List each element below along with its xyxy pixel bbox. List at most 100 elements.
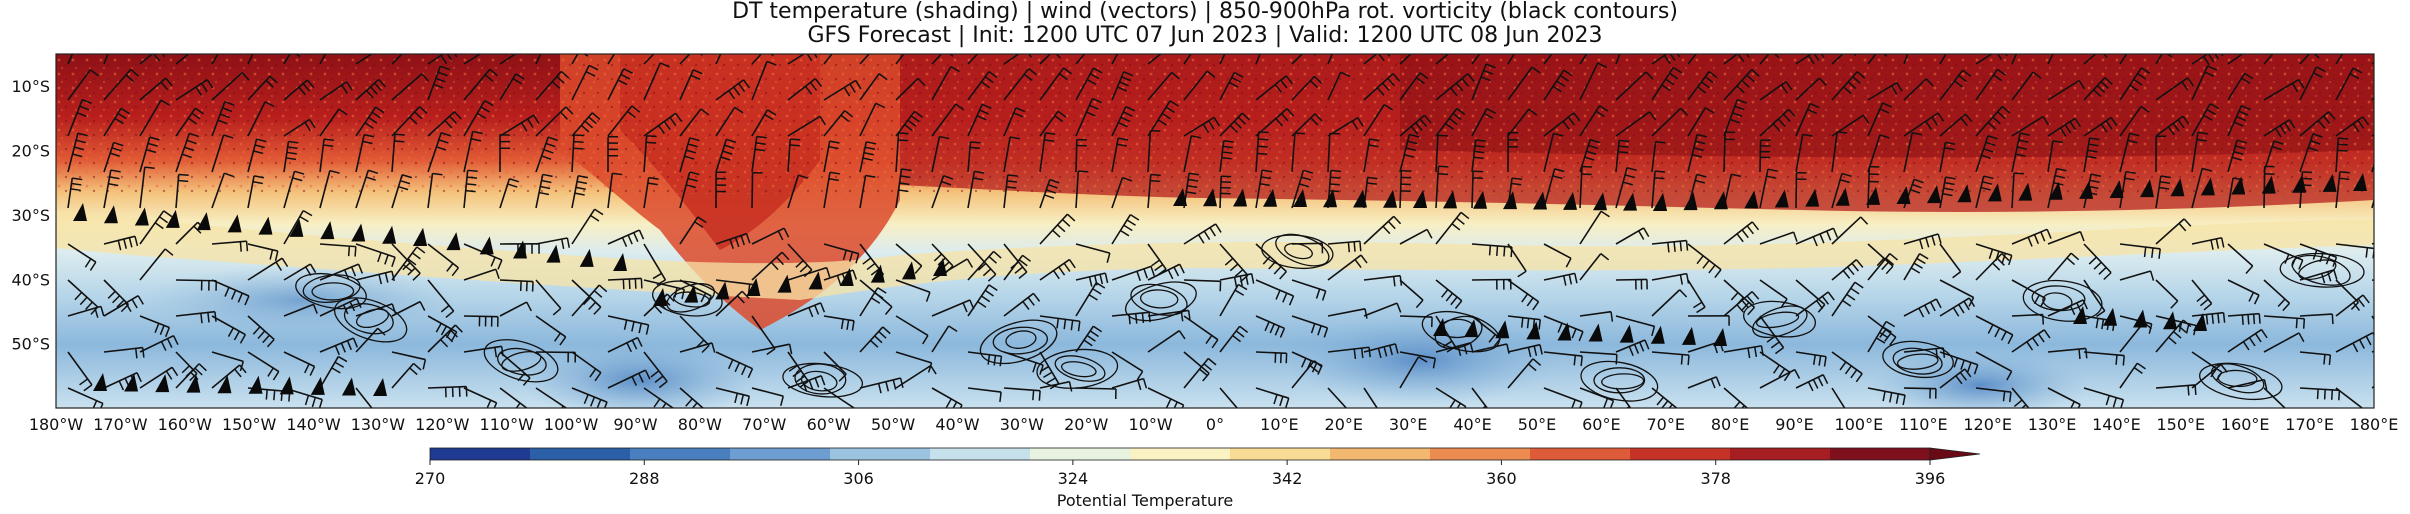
vorticity-contour [2217,369,2258,388]
colorbar-segment [1030,448,1131,460]
front-triangle [1653,193,1667,211]
lon-label: 30°E [1389,415,1427,434]
wind-barb [2155,135,2167,173]
wind-barb [1759,139,1771,173]
lon-label: 170°E [2285,415,2334,434]
wind-barb [1723,99,1747,137]
wind-barb [1867,320,1896,353]
wind-barb [2155,77,2195,101]
colorbar-segment [1830,448,1931,460]
wind-barb [103,107,130,137]
wind-barb [535,237,571,250]
wind-barb [1507,54,1515,65]
wind-barb [2335,137,2349,173]
wind-barb [2371,350,2374,353]
wind-barb [1615,339,1650,357]
wind-barb [571,112,601,137]
vorticity-contour [1593,367,1646,394]
front-triangle [227,214,242,233]
wind-barb [1831,131,1848,173]
wind-barb [1579,387,1615,408]
wind-barb [1291,360,1323,389]
wind-barb [1327,240,1362,253]
front-triangle [1744,190,1759,209]
wind-barb [1003,68,1038,101]
front-triangle [2073,306,2087,324]
wind-barb [679,171,700,209]
wind-barb [355,106,385,137]
wind-barb [571,64,599,101]
wind-barb [1183,279,1222,292]
lon-label: 30°W [1000,415,1044,434]
wind-barb [355,243,396,267]
wind-barb [535,136,558,173]
wind-barb [1939,297,1976,317]
front-triangle [2109,179,2124,198]
wind-barb [1795,77,1827,101]
wind-barb [1975,387,2012,403]
wind-barb [1687,315,1730,326]
vorticity-contour [333,297,408,343]
wind-barb [1219,387,1239,408]
wind-barb [1363,73,1401,101]
wind-barb [1075,67,1103,101]
wind-barb [139,334,179,353]
wind-barb [1759,231,1798,245]
wind-barb [463,268,500,281]
front-triangle [1503,191,1517,210]
front-triangle [901,261,916,280]
vorticity-contour [1896,353,1939,370]
wind-barb [427,172,443,209]
wind-barb [751,109,777,137]
wind-barb [1183,70,1216,101]
wind-barb [2371,161,2374,173]
lon-label: 130°E [2028,415,2077,434]
wind-barb [1219,71,1244,101]
wind-barb [2011,172,2025,209]
wind-barb [1759,368,1801,389]
wind-barb [787,77,823,101]
lon-label: 120°E [1963,415,2012,434]
wind-barb [499,301,533,317]
front-triangle [2200,177,2215,196]
front-triangle [2170,178,2185,197]
wind-barb [967,250,1002,281]
wind-barb [679,387,705,408]
front-triangle [1464,319,1479,338]
lon-label: 50°W [871,415,915,434]
wind-barb [1543,54,1553,65]
wind-barb [607,172,623,209]
wind-barb [139,166,155,209]
wind-barb [1291,169,1314,209]
wind-barb [1651,66,1683,101]
vorticity-contour [1275,233,1330,267]
wind-barb [1543,168,1565,209]
vorticity-contour [295,272,367,310]
wind-barb [463,99,494,137]
vorticity-contour [979,319,1058,365]
front-triangle [2103,307,2117,326]
lon-label: 10°W [1129,415,1173,434]
wind-barb [1543,132,1564,173]
wind-barb [1795,351,1827,367]
wind-barb [2047,387,2081,408]
lon-label: 80°E [1711,415,1749,434]
wind-barb [1831,71,1866,101]
wind-barb [2083,137,2100,173]
front-triangle [2322,173,2337,192]
vorticity-contour [1261,234,1334,270]
wind-barb [175,78,214,101]
front-triangle [1650,325,1665,344]
wind-barb [2227,312,2261,325]
wind-barb [1255,243,1287,280]
wind-barb [715,138,737,173]
wind-barb [1795,54,1829,65]
wind-barb [1903,253,1929,281]
vorticity-contour [1139,289,1179,309]
wind-barb [715,106,744,137]
wind-barb [2371,315,2374,321]
wind-barb [1471,63,1496,101]
wind-barb [787,138,801,173]
front-triangle [1233,188,1247,207]
wind-barb [1219,140,1234,173]
